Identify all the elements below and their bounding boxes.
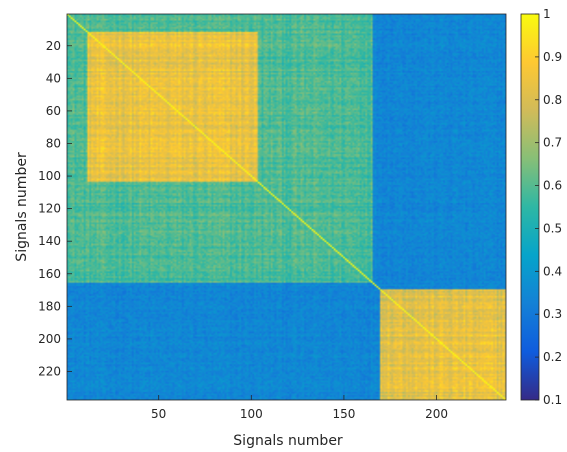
colorbar-tick-label: 1 [543,7,551,21]
y-tick-label: 40 [46,71,61,85]
x-tick-label: 150 [332,407,355,421]
x-tick-label: 50 [151,407,166,421]
y-tick-label: 60 [46,104,61,118]
y-tick-label: 200 [38,332,61,346]
y-axis-label: Signals number [14,152,30,262]
y-tick-label: 140 [38,234,61,248]
colorbar-tick-label: 0.3 [543,307,562,321]
colorbar-tick-label: 0.1 [543,393,562,407]
colorbar-tick-label: 0.7 [543,136,562,150]
colorbar-tick-label: 0.9 [543,50,562,64]
x-axis-ticks: 50 100 150 200 [151,395,448,421]
x-tick-label: 200 [425,407,448,421]
y-tick-label: 220 [38,364,61,378]
heatmap-cells [67,14,506,400]
x-tick-label: 100 [240,407,263,421]
colorbar-tick-label: 0.8 [543,93,562,107]
colorbar [520,13,540,401]
colorbar-tick-label: 0.6 [543,179,562,193]
colorbar-tick-label: 0.4 [543,264,562,278]
y-tick-label: 100 [38,169,61,183]
y-tick-label: 160 [38,267,61,281]
colorbar-tick-label: 0.2 [543,350,562,364]
y-axis-ticks: 20 40 60 80 100 120 140 160 180 200 220 [38,39,72,378]
y-tick-label: 20 [46,39,61,53]
colorbar-tick-label: 0.5 [543,221,562,235]
plot-border [66,13,507,401]
y-tick-label: 180 [38,299,61,313]
colorbar-ticks: 0.1 0.2 0.3 0.4 0.5 0.6 0.7 0.8 0.9 1 [535,7,562,407]
x-axis-label: Signals number [233,433,343,449]
y-tick-label: 80 [46,136,61,150]
y-tick-label: 120 [38,202,61,216]
